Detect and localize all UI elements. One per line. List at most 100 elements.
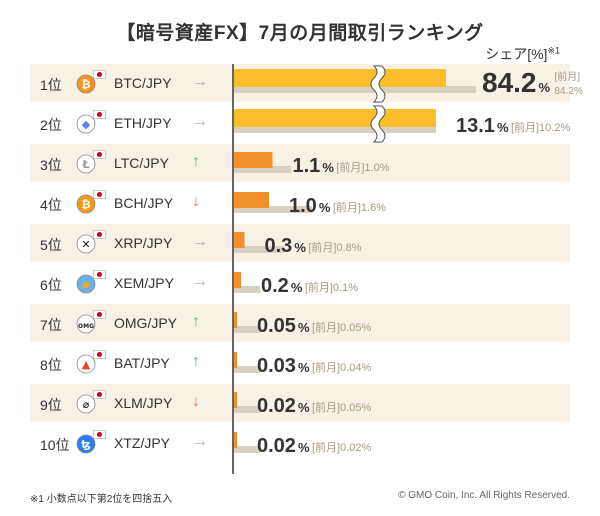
japan-flag-icon — [93, 230, 106, 239]
current-month-bar — [234, 232, 245, 248]
bat-icon-glyph: ▲ — [82, 358, 91, 371]
bitcoin-icon — [76, 74, 96, 94]
current-month-bar — [234, 392, 237, 408]
prev-month-value: [前月]0.05% — [312, 320, 372, 334]
coin-icon-group: ✕ — [76, 234, 96, 254]
table-row: 7位 OMG/JPY ↑ — [30, 304, 570, 342]
prev-month-bar — [234, 86, 476, 93]
table-row: 8位 BAT/JPY ↑ — [30, 344, 570, 382]
stellar-icon — [76, 394, 96, 414]
percent-sign: % — [539, 80, 551, 95]
value-label: 84.2 — [482, 67, 537, 98]
current-month-bar — [234, 272, 241, 288]
coin-icon-group: ◆ — [76, 274, 96, 294]
coin-icon-group: ⌀ — [76, 394, 96, 414]
rank-label: 2位 — [40, 117, 62, 133]
japan-flag-icon — [93, 70, 106, 79]
prev-month-value: [前月]0.05% — [312, 400, 372, 414]
prev-month-bar — [234, 406, 260, 413]
coin-icon-group: ₿ — [76, 74, 96, 94]
prev-month-bar — [234, 446, 260, 453]
rank-label: 1位 — [40, 77, 62, 93]
prev-month-value: 84.2% — [555, 86, 583, 97]
axis-break-mark — [370, 105, 386, 143]
prev-month-bar — [234, 366, 260, 373]
value-label: 0.2 — [261, 275, 289, 297]
value-label: 0.03 — [257, 355, 296, 377]
arrow-right-icon: → — [192, 433, 208, 450]
bitcoin-cash-icon-glyph: ₿ — [82, 198, 91, 211]
prev-month-value: [前月]0.02% — [312, 440, 372, 454]
percent-sign: % — [298, 400, 310, 415]
unit-label: シェア[%]※1 — [485, 44, 560, 64]
japan-flag-icon — [93, 110, 106, 119]
tezos-icon-glyph: ꜩ — [81, 438, 90, 451]
unit-text: シェア[%] — [485, 46, 548, 62]
rank-label: 4位 — [40, 197, 62, 213]
table-row: 4位 BCH/JPY ↓ — [30, 184, 570, 222]
value-label: 1.1 — [293, 155, 321, 177]
value-label: 1.0 — [289, 195, 317, 217]
omisego-icon-glyph: OMG — [78, 323, 94, 330]
table-row: 5位 XRP/JPY → — [30, 224, 570, 262]
xrp-icon — [76, 234, 96, 254]
rank-label: 6位 — [40, 277, 62, 293]
current-month-bar — [234, 312, 237, 328]
nem-icon-glyph: ◆ — [82, 278, 91, 291]
japan-flag-icon — [93, 350, 106, 359]
pair-label: BAT/JPY — [114, 355, 170, 371]
current-month-bar — [234, 152, 273, 168]
prev-month-bar — [234, 286, 260, 293]
xrp-icon-glyph: ✕ — [81, 238, 90, 251]
japan-flag-icon — [93, 390, 106, 399]
prev-month-value: [前月]1.6% — [333, 200, 386, 214]
omisego-icon — [76, 314, 96, 334]
percent-sign: % — [322, 160, 334, 175]
percent-sign: % — [298, 320, 310, 335]
prev-month-value: [前月]1.0% — [336, 160, 389, 174]
prev-month-value: [前月]0.04% — [312, 360, 372, 374]
table-row: 2位 ETH/JPY → — [30, 104, 570, 142]
value-label: 0.05 — [257, 315, 296, 337]
percent-sign: % — [294, 240, 306, 255]
prev-month-bar — [234, 126, 436, 133]
current-month-bar — [234, 352, 237, 368]
prev-month-bar — [234, 166, 291, 173]
percent-sign: % — [497, 120, 509, 135]
pair-label: BTC/JPY — [114, 75, 172, 91]
prev-month-label: [前月] — [555, 70, 581, 83]
rank-label: 3位 — [40, 157, 62, 173]
current-month-bar — [234, 192, 269, 208]
value-label: 0.3 — [265, 235, 293, 257]
pair-label: XRP/JPY — [114, 235, 173, 251]
japan-flag-icon — [93, 190, 106, 199]
prev-month-bar — [234, 206, 312, 213]
bitcoin-cash-icon — [76, 194, 96, 214]
arrow-up-icon: ↑ — [192, 353, 200, 370]
ethereum-icon-glyph: ◆ — [82, 118, 91, 131]
value-label: 0.02 — [257, 395, 296, 417]
pair-label: LTC/JPY — [114, 155, 169, 171]
pair-label: XEM/JPY — [114, 275, 174, 291]
coin-icon-group: ₿ — [76, 194, 96, 214]
japan-flag-icon — [93, 270, 106, 279]
arrow-down-icon: ↓ — [192, 393, 200, 410]
litecoin-icon — [76, 154, 96, 174]
japan-flag-icon — [93, 150, 106, 159]
tezos-icon — [76, 434, 96, 454]
axis-break-mark — [370, 65, 386, 103]
ethereum-icon — [76, 114, 96, 134]
chart-title: 【暗号資産FX】7月の月間取引ランキング — [116, 23, 484, 44]
arrow-right-icon: → — [192, 273, 208, 290]
percent-sign: % — [291, 280, 303, 295]
rank-label: 5位 — [40, 237, 62, 253]
bat-icon — [76, 354, 96, 374]
rank-label: 8位 — [40, 357, 62, 373]
stellar-icon-glyph: ⌀ — [83, 398, 90, 411]
percent-sign: % — [298, 360, 310, 375]
pair-label: XTZ/JPY — [114, 435, 171, 451]
percent-sign: % — [319, 200, 331, 215]
pair-label: XLM/JPY — [114, 395, 173, 411]
prev-month-bar — [234, 326, 260, 333]
